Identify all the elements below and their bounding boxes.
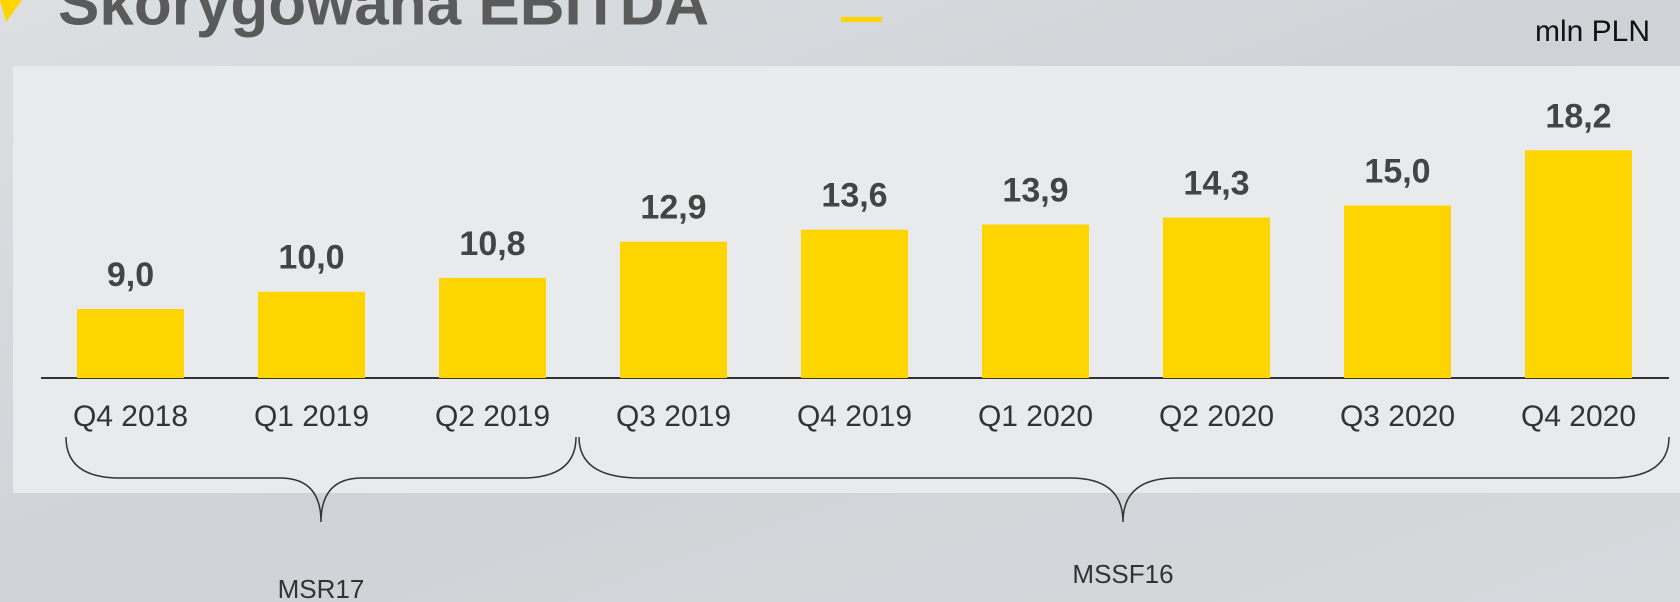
x-tick-label: Q2 2019	[435, 400, 550, 433]
value-label: 15,0	[1364, 152, 1430, 190]
unit-label: mln PLN	[1535, 15, 1650, 48]
group-label: MSR17	[278, 574, 365, 602]
bar	[439, 277, 546, 378]
bar	[1163, 217, 1270, 378]
value-label: 10,0	[278, 239, 344, 277]
title-arrow	[0, 0, 22, 22]
group-label: MSSF16	[1072, 559, 1173, 589]
x-tick-label: Q3 2020	[1340, 400, 1455, 433]
value-label: 10,8	[459, 225, 525, 263]
bar	[801, 229, 908, 378]
x-tick-label: Q3 2019	[616, 400, 731, 433]
value-label: 18,2	[1545, 97, 1611, 135]
group-brace	[65, 436, 577, 523]
bar	[258, 291, 365, 378]
x-tick-label: Q4 2018	[73, 400, 188, 433]
group-brace	[578, 436, 1670, 523]
x-tick-label: Q1 2020	[978, 400, 1093, 433]
bar	[77, 309, 184, 378]
title-underscore	[841, 17, 882, 22]
bar	[620, 241, 727, 378]
value-label: 14,3	[1183, 165, 1249, 203]
value-label: 13,9	[1002, 171, 1068, 209]
value-label: 12,9	[640, 189, 706, 227]
value-label: 13,6	[821, 177, 887, 215]
x-tick-label: Q1 2019	[254, 400, 369, 433]
x-tick-label: Q2 2020	[1159, 400, 1274, 433]
value-label: 9,0	[107, 256, 154, 294]
x-tick-label: Q4 2019	[797, 400, 912, 433]
x-tick-label: Q4 2020	[1521, 400, 1636, 433]
bar	[1344, 205, 1451, 378]
bar	[1525, 150, 1632, 378]
chart-title: Skorygowana EBITDA	[58, 0, 709, 38]
bar	[982, 224, 1089, 378]
